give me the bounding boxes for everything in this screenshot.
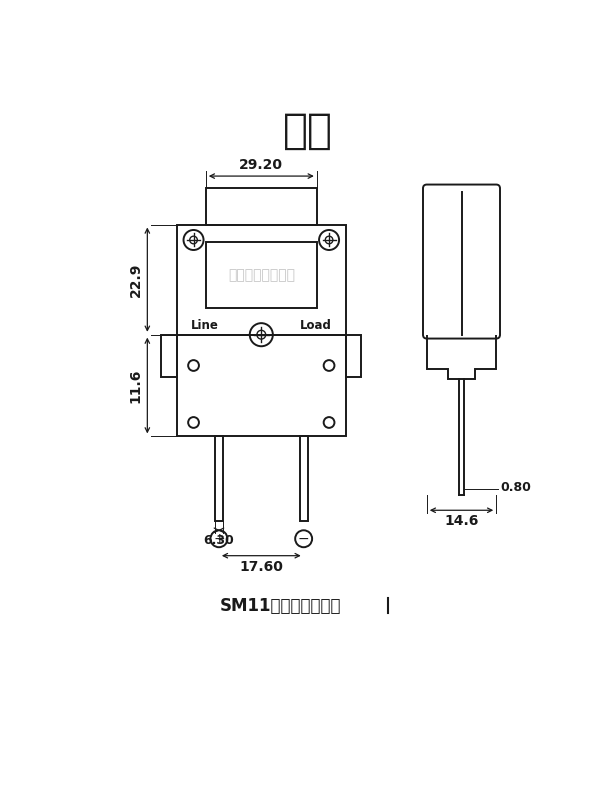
Text: +: + — [213, 532, 225, 546]
Text: 0.80: 0.80 — [500, 481, 531, 494]
Text: −: − — [298, 532, 310, 546]
Text: SM11直脚外观尺寸图: SM11直脚外观尺寸图 — [220, 597, 341, 614]
Text: 11.6: 11.6 — [129, 368, 143, 402]
Text: 广州市赛乐特电子: 广州市赛乐特电子 — [228, 269, 295, 282]
Text: 29.20: 29.20 — [239, 158, 283, 172]
Text: 6.30: 6.30 — [203, 534, 235, 547]
Text: 尺寸: 尺寸 — [283, 110, 332, 152]
Text: Line: Line — [190, 318, 218, 332]
Text: 17.60: 17.60 — [239, 559, 283, 574]
Text: 14.6: 14.6 — [445, 514, 479, 528]
Text: Load: Load — [300, 318, 332, 332]
Text: 22.9: 22.9 — [129, 262, 143, 297]
